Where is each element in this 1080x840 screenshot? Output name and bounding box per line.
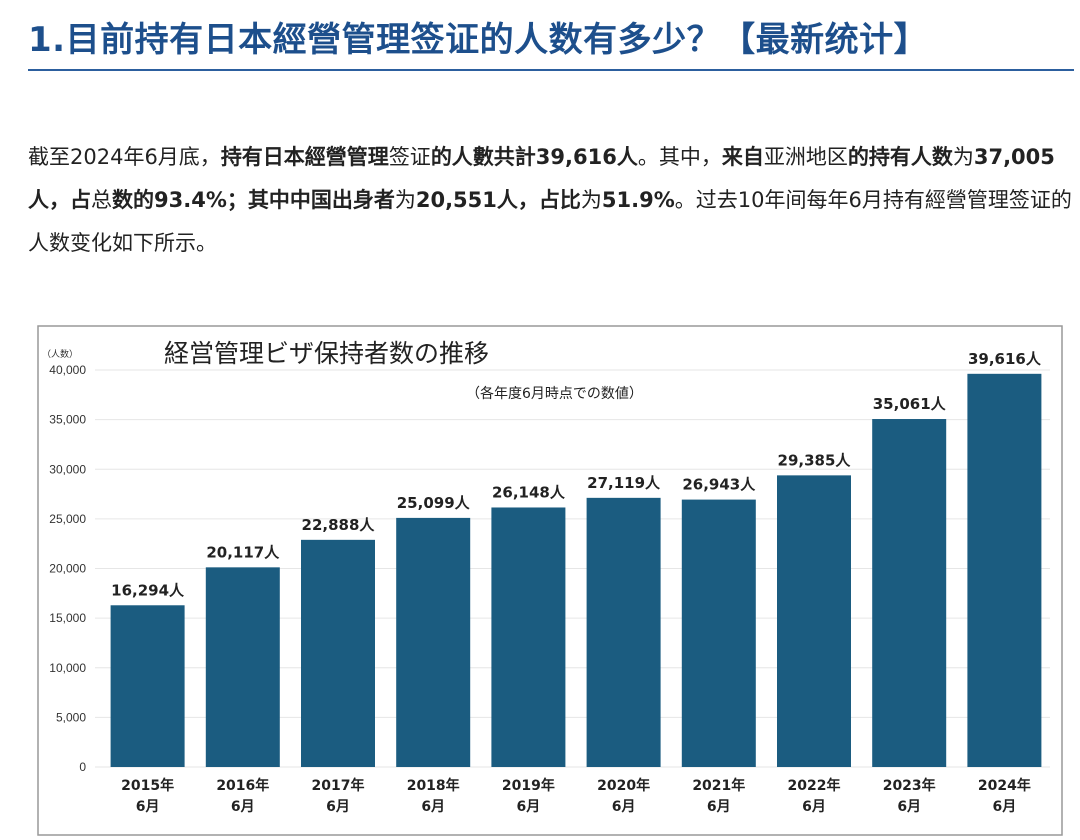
data-label: 20,117人	[206, 543, 280, 561]
bar	[777, 475, 851, 767]
x-tick-label: 6月	[421, 799, 445, 815]
bar	[491, 507, 566, 767]
paragraph-segment: 截至2024年6月底，	[28, 145, 221, 169]
paragraph-segment: 持有日本經營管理	[220, 145, 389, 169]
chart-subtitle: （各年度6月時点での数値）	[466, 386, 643, 402]
y-tick-label: 5,000	[56, 710, 86, 724]
data-label: 39,616人	[968, 350, 1042, 368]
paragraph-segment: 签证	[388, 145, 431, 169]
data-label: 29,385人	[778, 451, 852, 469]
x-tick-label: 6月	[897, 799, 921, 815]
bar	[205, 567, 280, 767]
paragraph-segment: 20,551人，占比	[415, 188, 581, 212]
x-tick-label: 6月	[993, 799, 1017, 815]
x-tick-label: 2023年	[883, 777, 936, 794]
x-tick-label: 6月	[707, 799, 731, 815]
paragraph-segment: 的持有人数	[847, 145, 953, 169]
chart-title: 経営管理ビザ保持者数の推移	[164, 339, 489, 368]
title-divider	[28, 69, 1074, 71]
x-tick-label: 6月	[231, 799, 255, 815]
x-tick-label: 2022年	[788, 777, 841, 794]
y-axis-label: （人数）	[42, 348, 78, 360]
paragraph-segment: 总	[91, 188, 112, 212]
data-label: 27,119人	[587, 474, 661, 492]
bar	[301, 539, 375, 767]
x-tick-label: 2019年	[502, 777, 555, 794]
y-tick-label: 15,000	[49, 611, 86, 625]
x-tick-label: 2018年	[407, 777, 460, 794]
paragraph-segment: 为	[952, 145, 974, 169]
bar	[681, 499, 756, 767]
paragraph-segment: 来自	[721, 145, 764, 169]
intro-paragraph: 截至2024年6月底，持有日本經營管理签证的人數共計39,616人。其中，来自亚…	[28, 136, 1078, 265]
x-tick-label: 2016年	[216, 777, 269, 794]
data-label: 25,099人	[397, 494, 471, 512]
paragraph-segment: 37,005人，占	[28, 145, 1055, 212]
bar	[110, 605, 185, 767]
x-tick-label: 2020年	[597, 777, 650, 794]
x-tick-label: 2015年	[121, 777, 174, 794]
y-tick-label: 25,000	[49, 512, 86, 526]
x-tick-label: 6月	[136, 799, 160, 815]
y-tick-label: 35,000	[49, 413, 86, 427]
y-tick-label: 20,000	[49, 562, 86, 576]
x-tick-label: 6月	[612, 799, 636, 815]
paragraph-segment: 数的93.4%；其中中国出身者	[112, 188, 395, 212]
data-label: 22,888人	[302, 516, 376, 534]
paragraph-segment: 51.9%	[601, 188, 675, 212]
x-tick-label: 6月	[517, 799, 541, 815]
x-tick-label: 2017年	[312, 777, 365, 794]
x-tick-label: 6月	[326, 799, 350, 815]
x-tick-label: 2021年	[692, 777, 745, 794]
page-title: 1.目前持有日本經營管理签证的人数有多少？【最新统计】	[28, 20, 929, 60]
data-label: 16,294人	[111, 581, 185, 599]
paragraph-segment: 为	[394, 188, 416, 212]
bar	[967, 373, 1042, 767]
paragraph-segment: 为	[580, 188, 602, 212]
x-tick-label: 2024年	[978, 777, 1031, 794]
bar	[586, 497, 661, 767]
y-tick-label: 40,000	[49, 363, 86, 377]
y-tick-label: 0	[79, 760, 86, 774]
data-label: 35,061人	[873, 395, 947, 413]
data-label: 26,148人	[492, 483, 566, 501]
bar	[872, 419, 947, 767]
paragraph-segment: 。其中，	[637, 145, 722, 169]
paragraph-segment: 。过去10年间每年6月持有經營管理签证的人数变化如下所示。	[28, 188, 1072, 255]
paragraph-segment: 的人數共計39,616人	[430, 145, 638, 169]
x-tick-label: 6月	[802, 799, 826, 815]
paragraph-segment: 亚洲地区	[763, 145, 848, 169]
data-label: 26,943人	[682, 476, 756, 494]
y-tick-label: 30,000	[49, 462, 86, 476]
y-tick-label: 10,000	[49, 661, 86, 675]
bar	[396, 517, 471, 767]
